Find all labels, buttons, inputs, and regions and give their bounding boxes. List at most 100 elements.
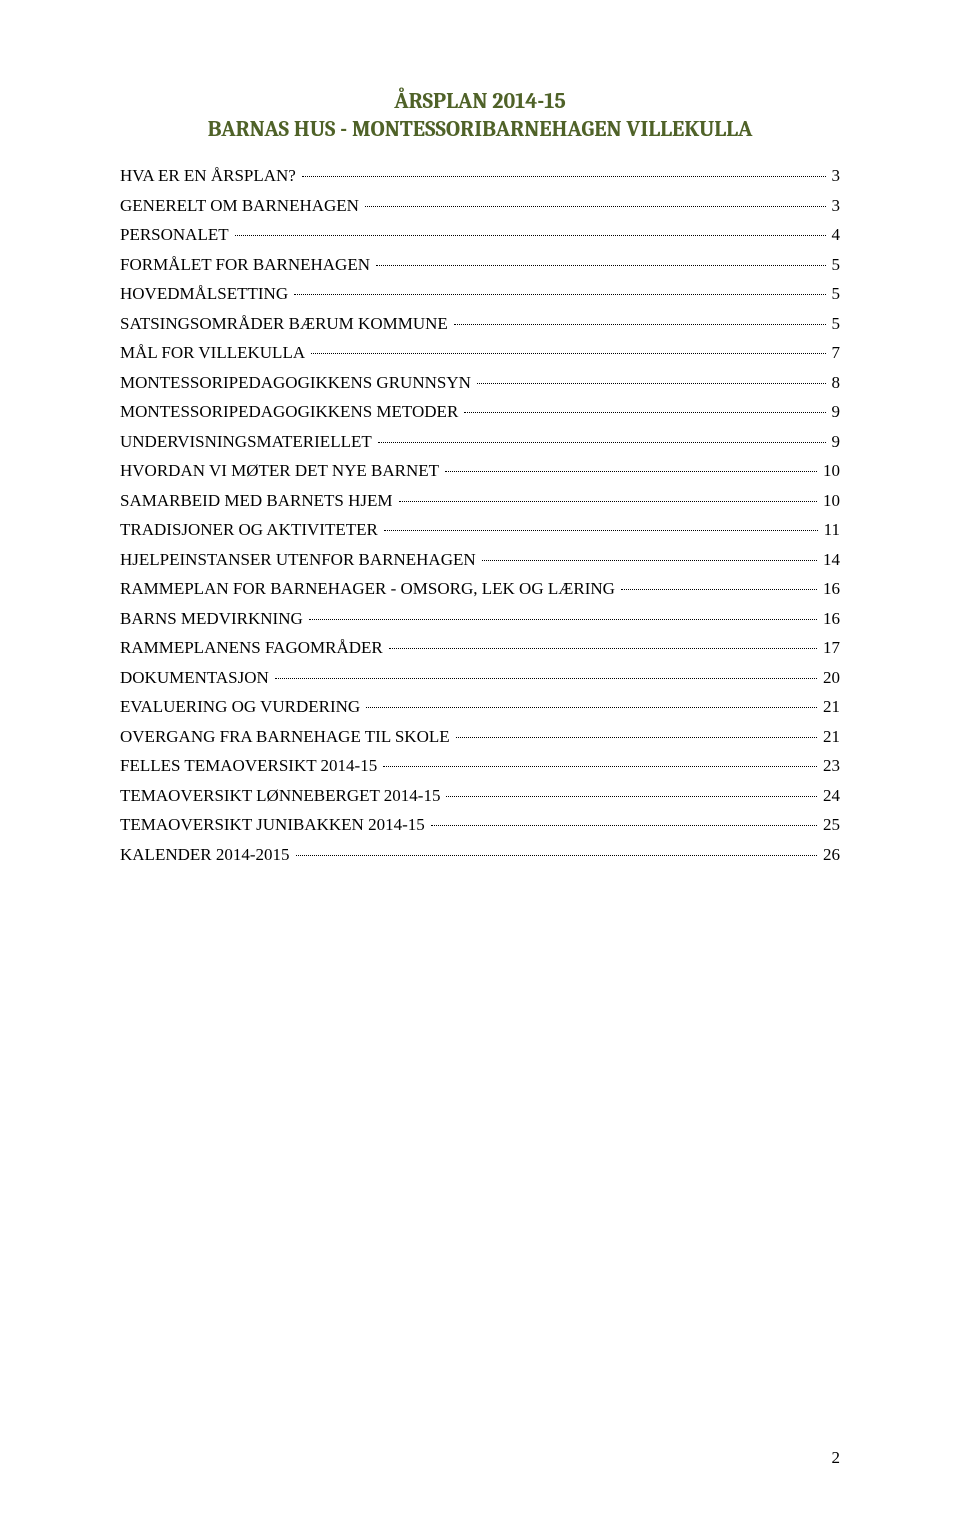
page-container: ÅRSPLAN 2014-15 BARNAS HUS - MONTESSORIB…: [0, 0, 960, 1528]
toc-entry-label: MÅL FOR VILLEKULLA: [120, 340, 309, 366]
toc-entry-label: EVALUERING OG VURDERING: [120, 694, 364, 720]
toc-entry[interactable]: SAMARBEID MED BARNETS HJEM 10: [120, 486, 840, 516]
toc-entry[interactable]: FELLES TEMAOVERSIKT 2014-15 23: [120, 751, 840, 781]
toc-entry-page: 9: [828, 429, 841, 455]
toc-entry-page: 3: [828, 163, 841, 189]
toc-entry-page: 24: [819, 783, 840, 809]
toc-leader-dots: [389, 648, 817, 649]
toc-entry-page: 8: [828, 370, 841, 396]
toc-leader-dots: [378, 442, 826, 443]
toc-entry[interactable]: UNDERVISNINGSMATERIELLET 9: [120, 427, 840, 457]
toc-leader-dots: [235, 235, 826, 236]
toc-entry[interactable]: OVERGANG FRA BARNEHAGE TIL SKOLE 21: [120, 722, 840, 752]
toc-leader-dots: [464, 412, 825, 413]
toc-leader-dots: [399, 501, 818, 502]
toc-entry[interactable]: RAMMEPLANENS FAGOMRÅDER 17: [120, 633, 840, 663]
toc-leader-dots: [366, 707, 817, 708]
toc-entry-page: 17: [819, 635, 840, 661]
toc-entry-label: HOVEDMÅLSETTING: [120, 281, 292, 307]
toc-leader-dots: [311, 353, 825, 354]
toc-entry[interactable]: HVA ER EN ÅRSPLAN? 3: [120, 161, 840, 191]
toc-entry[interactable]: DOKUMENTASJON20: [120, 663, 840, 693]
toc-entry[interactable]: MONTESSORIPEDAGOGIKKENS GRUNNSYN 8: [120, 368, 840, 398]
toc-entry-label: RAMMEPLANENS FAGOMRÅDER: [120, 635, 387, 661]
toc-leader-dots: [365, 206, 826, 207]
toc-entry[interactable]: HJELPEINSTANSER UTENFOR BARNEHAGEN 14: [120, 545, 840, 575]
toc-entry-page: 10: [819, 488, 840, 514]
toc-entry-label: MONTESSORIPEDAGOGIKKENS METODER: [120, 399, 462, 425]
toc-entry-page: 23: [819, 753, 840, 779]
toc-entry-page: 10: [819, 458, 840, 484]
toc-entry[interactable]: SATSINGSOMRÅDER BÆRUM KOMMUNE 5: [120, 309, 840, 339]
toc-entry[interactable]: HVORDAN VI MØTER DET NYE BARNET 10: [120, 456, 840, 486]
toc-entry-page: 7: [828, 340, 841, 366]
toc-leader-dots: [456, 737, 817, 738]
toc-entry[interactable]: TRADISJONER OG AKTIVITETER 11: [120, 515, 840, 545]
toc-entry[interactable]: MONTESSORIPEDAGOGIKKENS METODER 9: [120, 397, 840, 427]
toc-entry-label: TEMAOVERSIKT JUNIBAKKEN 2014-15: [120, 812, 429, 838]
toc-leader-dots: [621, 589, 817, 590]
toc-entry-label: TEMAOVERSIKT LØNNEBERGET 2014-15: [120, 783, 444, 809]
toc-leader-dots: [383, 766, 817, 767]
toc-leader-dots: [482, 560, 817, 561]
toc-leader-dots: [446, 796, 817, 797]
document-title: ÅRSPLAN 2014-15: [120, 88, 840, 116]
toc-leader-dots: [309, 619, 817, 620]
toc-leader-dots: [294, 294, 825, 295]
toc-leader-dots: [302, 176, 826, 177]
toc-entry-page: 16: [819, 606, 840, 632]
toc-entry[interactable]: MÅL FOR VILLEKULLA 7: [120, 338, 840, 368]
toc-entry[interactable]: RAMMEPLAN FOR BARNEHAGER - OMSORG, LEK O…: [120, 574, 840, 604]
toc-entry-label: MONTESSORIPEDAGOGIKKENS GRUNNSYN: [120, 370, 475, 396]
toc-entry-page: 21: [819, 724, 840, 750]
toc-entry-label: SAMARBEID MED BARNETS HJEM: [120, 488, 397, 514]
toc-entry-page: 20: [819, 665, 840, 691]
toc-entry-label: FELLES TEMAOVERSIKT 2014-15: [120, 753, 381, 779]
toc-entry-page: 25: [819, 812, 840, 838]
toc-entry-label: PERSONALET: [120, 222, 233, 248]
toc-entry[interactable]: EVALUERING OG VURDERING 21: [120, 692, 840, 722]
toc-entry-label: BARNS MEDVIRKNING: [120, 606, 307, 632]
document-subtitle: BARNAS HUS - MONTESSORIBARNEHAGEN VILLEK…: [120, 116, 840, 144]
toc-entry[interactable]: GENERELT OM BARNEHAGEN 3: [120, 191, 840, 221]
toc-entry-label: OVERGANG FRA BARNEHAGE TIL SKOLE: [120, 724, 454, 750]
toc-entry-label: HVORDAN VI MØTER DET NYE BARNET: [120, 458, 443, 484]
toc-entry-page: 11: [820, 517, 840, 543]
toc-leader-dots: [384, 530, 818, 531]
toc-entry-page: 3: [828, 193, 841, 219]
toc-leader-dots: [445, 471, 817, 472]
toc-entry-label: HJELPEINSTANSER UTENFOR BARNEHAGEN: [120, 547, 480, 573]
toc-leader-dots: [454, 324, 826, 325]
toc-leader-dots: [275, 678, 817, 679]
toc-entry-page: 26: [819, 842, 840, 868]
toc-entry-label: TRADISJONER OG AKTIVITETER: [120, 517, 382, 543]
toc-leader-dots: [376, 265, 826, 266]
toc-entry[interactable]: FORMÅLET FOR BARNEHAGEN 5: [120, 250, 840, 280]
toc-leader-dots: [477, 383, 826, 384]
toc-leader-dots: [296, 855, 817, 856]
toc-entry-label: UNDERVISNINGSMATERIELLET: [120, 429, 376, 455]
table-of-contents: HVA ER EN ÅRSPLAN?3GENERELT OM BARNEHAGE…: [120, 161, 840, 869]
toc-entry[interactable]: HOVEDMÅLSETTING 5: [120, 279, 840, 309]
toc-entry-page: 5: [828, 252, 841, 278]
toc-entry-label: FORMÅLET FOR BARNEHAGEN: [120, 252, 374, 278]
toc-entry-label: GENERELT OM BARNEHAGEN: [120, 193, 363, 219]
page-number: 2: [832, 1448, 841, 1468]
toc-entry[interactable]: TEMAOVERSIKT LØNNEBERGET 2014-15 24: [120, 781, 840, 811]
toc-entry-page: 14: [819, 547, 840, 573]
toc-entry[interactable]: TEMAOVERSIKT JUNIBAKKEN 2014-15 25: [120, 810, 840, 840]
toc-entry-label: RAMMEPLAN FOR BARNEHAGER - OMSORG, LEK O…: [120, 576, 619, 602]
toc-entry-page: 16: [819, 576, 840, 602]
toc-entry-page: 5: [828, 281, 841, 307]
toc-entry-page: 5: [828, 311, 841, 337]
toc-entry-page: 21: [819, 694, 840, 720]
toc-leader-dots: [431, 825, 817, 826]
toc-entry-label: HVA ER EN ÅRSPLAN?: [120, 163, 300, 189]
toc-entry[interactable]: BARNS MEDVIRKNING 16: [120, 604, 840, 634]
toc-entry[interactable]: KALENDER 2014-2015 26: [120, 840, 840, 870]
toc-entry-label: KALENDER 2014-2015: [120, 842, 294, 868]
toc-entry-label: SATSINGSOMRÅDER BÆRUM KOMMUNE: [120, 311, 452, 337]
toc-entry-page: 9: [828, 399, 841, 425]
toc-entry[interactable]: PERSONALET 4: [120, 220, 840, 250]
toc-entry-page: 4: [828, 222, 841, 248]
